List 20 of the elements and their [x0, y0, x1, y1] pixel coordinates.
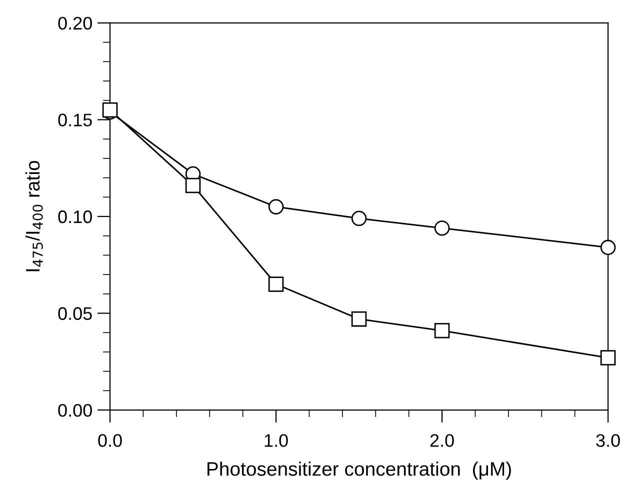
y-tick-label: 0.05 — [58, 307, 92, 320]
x-tick-label: 1.0 — [264, 434, 288, 447]
point — [434, 323, 450, 338]
point — [434, 220, 450, 236]
y-tick-label: 0.20 — [58, 16, 92, 30]
point — [351, 311, 367, 327]
y-tick-label: 0.10 — [58, 210, 92, 224]
point — [351, 210, 367, 226]
y-axis-title: I$_{475}$/I$_{400}$ ratio — [25, 160, 43, 272]
x-tick-label: 2.0 — [430, 434, 454, 447]
point — [600, 240, 616, 256]
point — [185, 178, 201, 194]
y-tick-label: 0.15 — [58, 114, 92, 126]
y-tick-label: 0.00 — [58, 404, 92, 417]
x-tick-label: 0.0 — [98, 434, 122, 447]
point — [268, 199, 284, 214]
point — [268, 276, 284, 292]
x-tick-label: 3.0 — [596, 434, 620, 447]
point — [600, 350, 616, 366]
x-axis-title: Photosensitizer concentration (μM) — [208, 462, 511, 480]
